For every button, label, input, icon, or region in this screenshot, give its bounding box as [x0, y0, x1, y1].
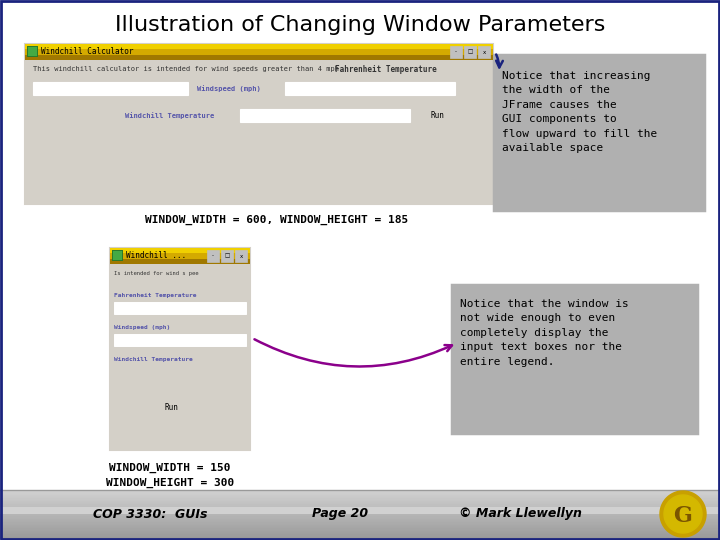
Bar [0, 503, 720, 505]
Bar [0, 521, 720, 523]
Bar [0, 498, 720, 500]
Bar [27, 46, 38, 57]
Polygon shape [664, 495, 702, 533]
Text: This windchill calculator is intended for wind speeds greater than 4 mph: This windchill calculator is intended fo… [33, 66, 339, 72]
Text: Run: Run [164, 402, 178, 411]
Text: Run: Run [430, 111, 444, 120]
Text: x: x [482, 50, 485, 55]
Bar [0, 537, 720, 538]
Bar [285, 82, 455, 95]
Bar [110, 259, 250, 264]
Text: -: - [455, 50, 457, 55]
Bar [0, 531, 720, 532]
Bar [110, 248, 250, 253]
Text: Windchill Temperature: Windchill Temperature [125, 112, 215, 119]
Bar [112, 250, 123, 261]
Text: Fahrenheit Temperature: Fahrenheit Temperature [335, 64, 437, 73]
Bar [452, 285, 697, 433]
Bar [0, 490, 720, 492]
Bar [0, 526, 720, 528]
Text: Windspeed (mph): Windspeed (mph) [114, 326, 170, 330]
Bar [0, 510, 720, 512]
Text: Windchill Temperature: Windchill Temperature [114, 357, 193, 362]
Text: □: □ [225, 253, 230, 259]
Text: Windspeed (mph): Windspeed (mph) [197, 85, 261, 92]
Bar [0, 518, 720, 519]
Bar [0, 501, 720, 503]
Bar [0, 504, 720, 506]
Text: G: G [674, 505, 693, 527]
Bar [0, 536, 720, 537]
Bar [0, 516, 720, 518]
Bar [0, 497, 720, 499]
Bar [114, 302, 246, 314]
Text: x: x [239, 253, 243, 259]
Bar [0, 529, 720, 530]
Bar [240, 109, 410, 122]
Bar [0, 527, 720, 529]
Bar [478, 46, 490, 58]
Bar [113, 251, 122, 260]
Text: -: - [212, 253, 214, 259]
Text: Notice that the window is
not wide enough to even
completely display the
input t: Notice that the window is not wide enoug… [460, 299, 629, 367]
Bar [0, 535, 720, 536]
Text: Is intended for wind s pee: Is intended for wind s pee [114, 272, 199, 276]
Bar [0, 530, 720, 531]
Bar [0, 519, 720, 521]
Polygon shape [660, 491, 706, 537]
Bar [207, 250, 219, 262]
Bar [0, 502, 720, 504]
Bar [0, 507, 720, 509]
Bar [494, 55, 704, 210]
Bar [0, 514, 720, 516]
Bar [25, 44, 493, 49]
Bar [33, 82, 188, 95]
Bar [0, 509, 720, 511]
Bar [0, 508, 720, 510]
Bar [110, 253, 250, 259]
Bar [0, 500, 720, 501]
Bar [0, 533, 720, 535]
Bar [0, 495, 720, 496]
Bar [0, 494, 720, 495]
Bar [0, 524, 720, 525]
Bar [0, 507, 720, 514]
Bar [0, 496, 720, 498]
Text: Illustration of Changing Window Parameters: Illustration of Changing Window Paramete… [114, 15, 606, 35]
Bar [28, 47, 37, 56]
Bar [0, 515, 720, 517]
Bar [25, 55, 493, 60]
Bar [0, 520, 720, 522]
Bar [0, 491, 720, 493]
Bar [0, 532, 720, 534]
Bar [0, 522, 720, 524]
Bar [464, 46, 476, 58]
Text: Notice that increasing
the width of the
JFrame causes the
GUI components to
flow: Notice that increasing the width of the … [502, 71, 657, 153]
Text: □: □ [467, 50, 472, 55]
Bar [25, 49, 493, 55]
Bar [148, 400, 194, 414]
Bar [0, 525, 720, 526]
Bar [110, 248, 250, 450]
Text: Windchill ...: Windchill ... [126, 252, 186, 260]
Bar [0, 492, 720, 494]
Text: Page 20: Page 20 [312, 508, 368, 521]
Text: WINDOW_WIDTH = 150: WINDOW_WIDTH = 150 [109, 463, 230, 473]
Bar [0, 511, 720, 514]
Bar [0, 505, 720, 507]
Text: © Mark Llewellyn: © Mark Llewellyn [459, 508, 582, 521]
Bar [418, 109, 456, 122]
Bar [235, 250, 247, 262]
Bar [114, 334, 246, 346]
Text: Windchill Calculator: Windchill Calculator [41, 48, 133, 57]
Text: WINDOW_WIDTH = 600, WINDOW_HEIGHT = 185: WINDOW_WIDTH = 600, WINDOW_HEIGHT = 185 [145, 215, 408, 225]
Text: WINDOW_HEIGHT = 300: WINDOW_HEIGHT = 300 [106, 478, 234, 488]
Bar [0, 513, 720, 515]
Bar [450, 46, 462, 58]
Text: COP 3330:  GUIs: COP 3330: GUIs [93, 508, 207, 521]
Bar [221, 250, 233, 262]
Text: Fahrenheit Temperature: Fahrenheit Temperature [114, 294, 197, 299]
Bar [25, 44, 493, 204]
